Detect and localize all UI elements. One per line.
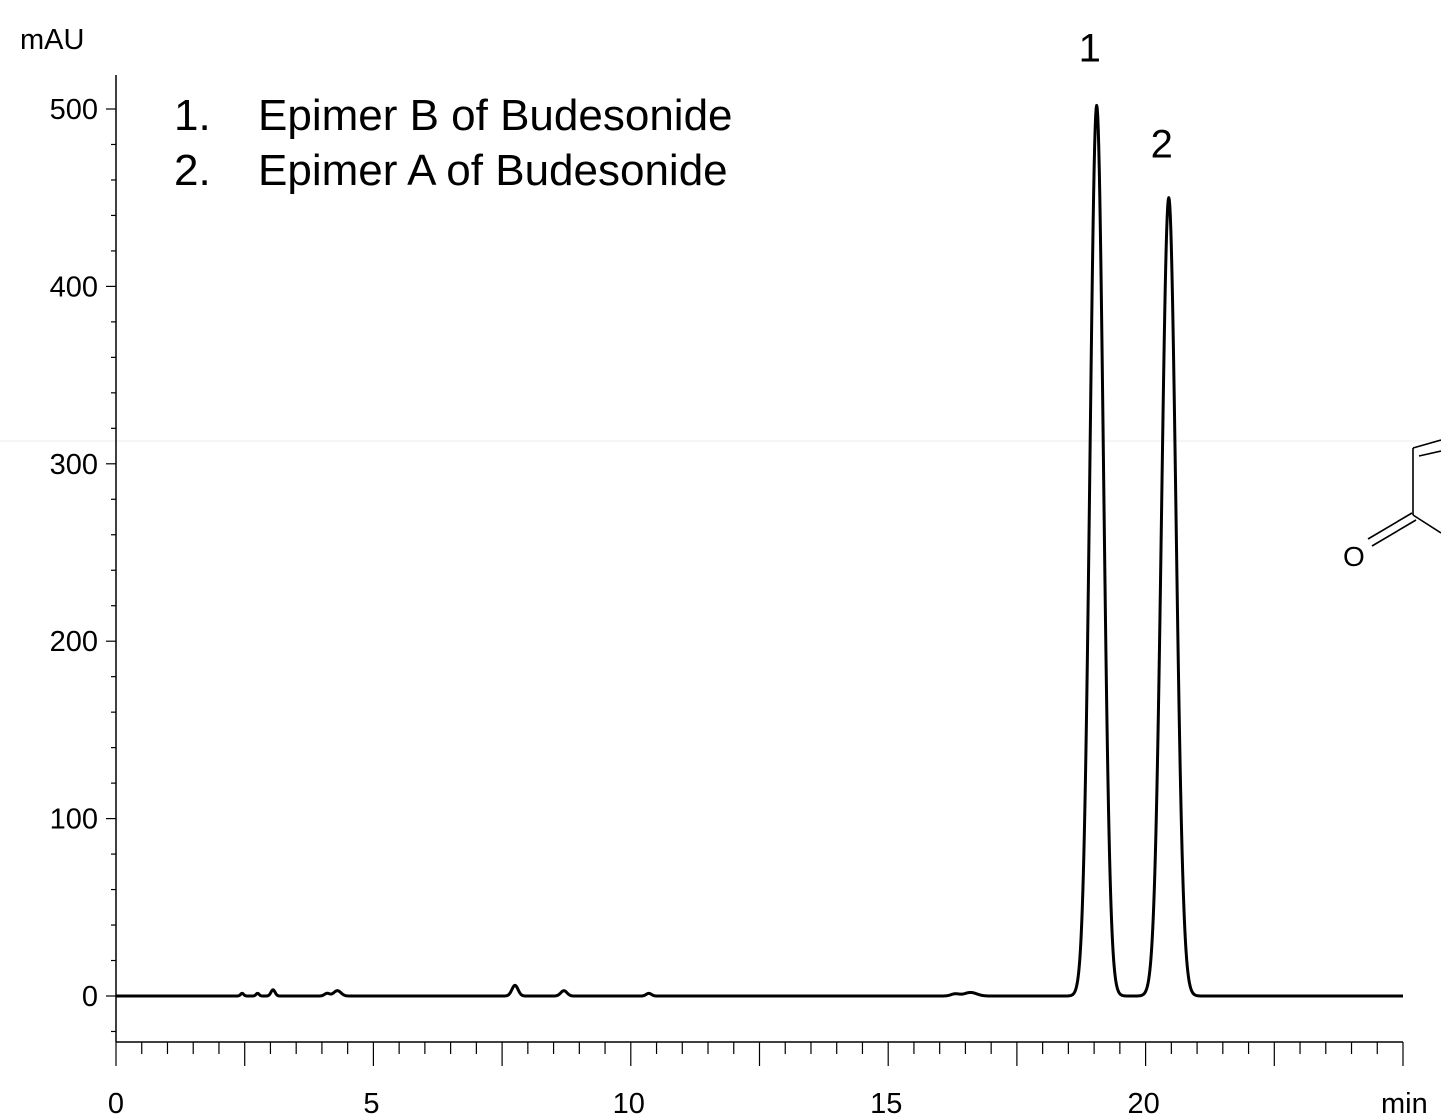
legend-item-1-number: 1. (174, 91, 211, 140)
structure-bond (1412, 439, 1441, 449)
structure-double-bond (1367, 512, 1413, 540)
x-tick-label: 15 (870, 1088, 902, 1118)
chemical-structure-fragment: O (1343, 439, 1441, 572)
x-tick-label: 20 (1127, 1088, 1159, 1118)
x-tick-label: 0 (108, 1088, 124, 1118)
legend-item-1-label: Epimer B of Budesonide (258, 91, 733, 140)
structure-double-bond (1371, 519, 1417, 547)
chromatogram-trace (115, 103, 1404, 998)
y-tick-label: 100 (50, 804, 98, 836)
y-tick-label: 500 (50, 94, 98, 126)
peak-labels: 12 (1079, 26, 1173, 166)
y-tick-label: 200 (50, 626, 98, 658)
y-ticks: 0 100 200 300 400 500 (50, 94, 116, 1033)
y-tick-label: 300 (50, 449, 98, 481)
x-tick-label: 5 (363, 1088, 379, 1118)
legend: 1. Epimer B of Budesonide 2. Epimer A of… (174, 91, 733, 195)
legend-item-2-label: Epimer A of Budesonide (258, 146, 728, 195)
x-tick-label: 10 (613, 1088, 645, 1118)
structure-atom-label: O (1343, 541, 1365, 572)
y-axis-title: mAU (20, 24, 84, 56)
y-tick-label: 400 (50, 271, 98, 303)
y-tick-label: 0 (82, 981, 98, 1013)
structure-bond (1412, 514, 1441, 534)
x-axis-title: min (1381, 1088, 1428, 1118)
x-ticks: 0 5 10 15 20 (108, 1042, 1404, 1118)
structure-bond (1418, 450, 1441, 457)
peak-label-2: 2 (1151, 123, 1173, 167)
peak-label-1: 1 (1079, 26, 1101, 70)
axes: 0 100 200 300 400 500 0 5 10 15 20 (50, 75, 1404, 1118)
legend-item-2-number: 2. (174, 146, 211, 195)
